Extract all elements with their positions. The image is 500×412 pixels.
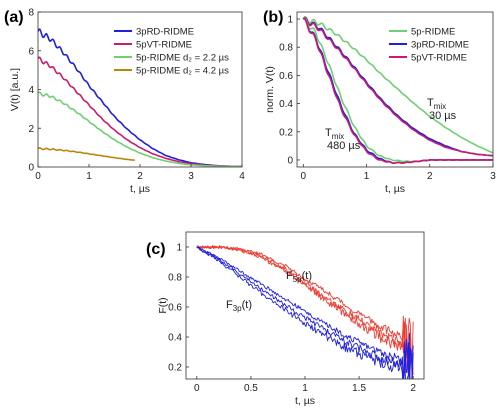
legend-entry: 5p-RIDME d₂ = 2.2 µs xyxy=(136,53,229,64)
x-axis-label: t, µs xyxy=(130,183,150,195)
annotation: Tmix xyxy=(325,127,344,141)
y-tick-label: 0.6 xyxy=(279,71,293,82)
series-group xyxy=(302,16,493,164)
y-tick-label: 0.8 xyxy=(279,43,293,54)
y-axis-label: F(t) xyxy=(157,297,169,313)
series-line-red-1 xyxy=(196,245,414,368)
x-tick-label: 0 xyxy=(194,383,200,394)
legend-entry: 3pRD-RIDME xyxy=(411,40,469,51)
x-tick-label: 1 xyxy=(86,171,92,182)
panel-label: (a) xyxy=(4,9,24,26)
x-tick-label: 3 xyxy=(188,171,194,182)
x-axis-label: t, µs xyxy=(385,183,405,195)
legend-entry: 5p-RIDME d₂ = 4.2 µs xyxy=(136,66,229,77)
legend-entry: 5p-RIDME xyxy=(411,27,455,38)
y-tick-label: 0 xyxy=(287,155,293,166)
panel-b: (b) 0 1 2 3 0 0.2 0.4 0.6 0.8 1 t, µs norm. V(t) 5p-R… xyxy=(263,9,496,195)
series-group xyxy=(38,28,242,167)
x-tick-label: 0.5 xyxy=(244,383,258,394)
y-tick-label: 8 xyxy=(28,8,34,19)
x-tick-label: 1 xyxy=(364,171,370,182)
plot-frame xyxy=(296,11,494,168)
legend-entry: 5pVT-RIDME xyxy=(411,53,467,64)
y-tick-label: 6 xyxy=(28,46,34,57)
series-line-crimson-5 xyxy=(303,18,493,164)
series-line-5pvt-ridme xyxy=(302,16,493,157)
y-tick-label: 0 xyxy=(28,163,34,174)
annotation: Tmix xyxy=(427,97,446,111)
series-line-5p-ridme-d-2-2-s xyxy=(38,91,242,167)
y-tick-label: 0.4 xyxy=(168,333,182,344)
y-tick-label: 0.8 xyxy=(168,273,182,284)
series-line-blue-5 xyxy=(196,246,414,379)
x-tick-label: 1 xyxy=(302,383,308,394)
x-tick-label: 0 xyxy=(301,171,307,182)
legend-entry: 3pRD-RIDME xyxy=(136,27,194,38)
y-tick-label: 0.2 xyxy=(168,363,182,374)
y-tick-label: 0.6 xyxy=(168,303,182,314)
series-line-red-2 xyxy=(196,245,414,375)
y-tick-label: 1 xyxy=(176,243,182,254)
legend: 5p-RIDME 3pRD-RIDME 5pVT-RIDME xyxy=(389,27,469,64)
x-tick-label: 2 xyxy=(137,171,143,182)
annotation-value: 30 µs xyxy=(429,110,457,122)
y-axis-label: norm. V(t) xyxy=(264,66,276,113)
series-line-5p-ridme xyxy=(302,16,493,154)
annotation-value: 480 µs xyxy=(327,140,361,152)
series-line-blue-3 xyxy=(196,246,414,379)
y-axis-label: V(t) [a.u.] xyxy=(9,68,21,111)
x-axis-label: t, µs xyxy=(295,395,315,407)
panel-label: (c) xyxy=(146,241,166,258)
y-tick-label: 0.4 xyxy=(279,99,293,110)
y-tick-label: 1 xyxy=(287,15,293,26)
legend: 3pRD-RIDME 5pVT-RIDME 5p-RIDME d₂ = 2.2 µs… xyxy=(114,27,229,77)
series-line-blue-4 xyxy=(196,246,414,379)
panel-label: (b) xyxy=(263,9,283,26)
x-tick-label: 1.5 xyxy=(352,383,366,394)
series-group xyxy=(196,245,414,379)
y-tick-label: 4 xyxy=(28,85,34,96)
annotation: F5p(t) xyxy=(286,270,312,284)
legend-entry: 5pVT-RIDME xyxy=(136,40,192,51)
panel-a: (a) 0 1 2 3 4 0 2 4 6 8 t, µs V(t) [a.u.] 3pRD-RIDME 5… xyxy=(4,8,245,196)
series-line-5p-ridme-d-4-2-s xyxy=(38,147,136,161)
y-tick-label: 2 xyxy=(28,124,34,135)
x-tick-label: 4 xyxy=(239,171,245,182)
annotation: F3p(t) xyxy=(226,299,252,313)
y-tick-label: 0.2 xyxy=(279,127,293,138)
panel-c: (c)0 0.5 1 1.5 20.20.40.60.81t, µsF(t)F5p(t)… xyxy=(146,231,425,407)
x-tick-label: 2 xyxy=(427,171,433,182)
x-tick-label: 0 xyxy=(35,171,41,182)
x-tick-label: 3 xyxy=(490,171,496,182)
x-tick-label: 2 xyxy=(410,383,416,394)
